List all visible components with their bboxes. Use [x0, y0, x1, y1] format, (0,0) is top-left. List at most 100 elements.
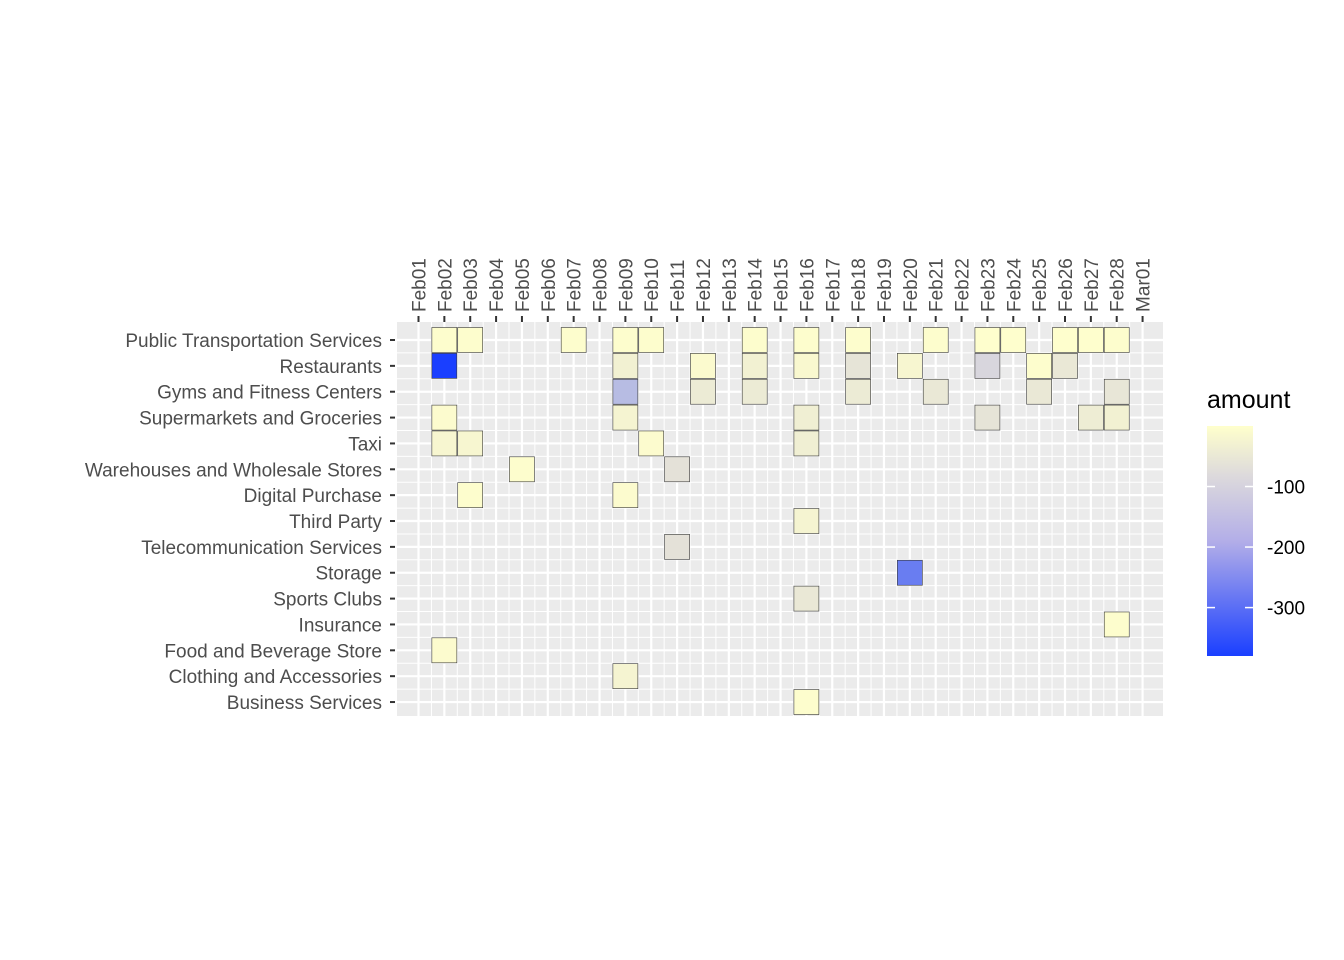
x-axis: Feb01 Feb02 Feb03 Feb04 Feb05 Feb06 Feb07 Feb08… — [410, 258, 1155, 322]
x-tick-label: Feb20 — [901, 258, 922, 312]
heatmap-cell — [664, 456, 690, 483]
heatmap-cell — [845, 378, 871, 405]
grid-lines — [397, 322, 1163, 716]
heatmap-cell — [612, 378, 639, 405]
heatmap-cell — [793, 689, 820, 715]
x-tick-label: Feb11 — [668, 260, 689, 312]
x-tick-label: Feb05 — [513, 258, 534, 312]
legend: amount -100 -200 -300 — [1207, 386, 1305, 656]
y-tick-label: Sports Clubs — [273, 590, 382, 611]
y-tick-label: Insurance — [299, 615, 382, 636]
legend-tick-label: -200 — [1267, 538, 1305, 559]
x-tick-label: Feb22 — [953, 258, 974, 312]
heatmap-cell — [922, 327, 949, 353]
heatmap-cell — [1000, 327, 1027, 353]
x-tick-label: Feb28 — [1108, 258, 1129, 312]
heatmap-cell — [845, 327, 871, 353]
x-tick-label: Feb17 — [823, 258, 844, 312]
heatmap-cell — [793, 585, 820, 612]
x-tick-label: Feb18 — [849, 258, 870, 312]
heatmap-cell — [1078, 327, 1104, 353]
heatmap-cell — [612, 663, 639, 689]
heatmap-cell — [741, 327, 768, 353]
heatmap-cell — [1103, 378, 1130, 405]
legend-colorbar — [1207, 426, 1253, 656]
y-tick-label: Storage — [315, 564, 382, 585]
x-tick-label: Feb01 — [410, 258, 431, 312]
heatmap-cell — [431, 353, 458, 379]
x-tick-label: Feb15 — [772, 258, 793, 312]
heatmap-cell — [612, 404, 639, 431]
y-tick-label: Warehouses and Wholesale Stores — [85, 460, 382, 481]
x-tick-label: Feb19 — [875, 258, 896, 312]
heatmap-cell — [612, 482, 639, 508]
heatmap-cell — [1052, 327, 1078, 353]
y-tick-label: Telecommunication Services — [141, 538, 382, 559]
heatmap-cell — [638, 430, 665, 457]
heatmap-cell — [741, 353, 768, 379]
heatmap-cell — [690, 353, 716, 379]
x-tick-label: Feb21 — [927, 258, 948, 312]
heatmap-cell — [1103, 327, 1130, 353]
legend-ticks: -100 -200 -300 — [1207, 478, 1305, 620]
x-tick-label: Feb04 — [487, 258, 508, 312]
x-tick-label: Feb27 — [1082, 258, 1103, 312]
x-tick-label: Feb07 — [565, 258, 586, 312]
heatmap-cell — [793, 404, 820, 431]
heatmap-cell — [845, 353, 871, 379]
x-tick-label: Feb24 — [1004, 258, 1025, 312]
x-tick-label: Feb06 — [539, 258, 560, 312]
heatmap-cell — [793, 430, 820, 457]
heatmap-cell — [974, 327, 1001, 353]
x-tick-label: Feb13 — [720, 258, 741, 312]
heatmap-cell — [638, 327, 665, 353]
heatmap-cell — [457, 482, 484, 508]
x-tick-label: Feb09 — [616, 258, 637, 312]
heatmap-cell — [1103, 404, 1130, 431]
heatmap-cell — [690, 378, 716, 405]
heatmap-cell — [664, 534, 690, 560]
y-tick-label: Gyms and Fitness Centers — [157, 383, 382, 404]
heatmap-cell — [741, 378, 768, 405]
legend-title: amount — [1207, 386, 1290, 414]
legend-tick-label: -300 — [1267, 599, 1305, 620]
y-tick-label: Third Party — [289, 512, 382, 533]
heatmap-cell — [509, 456, 535, 483]
y-tick-label: Digital Purchase — [244, 486, 382, 507]
y-tick-label: Public Transportation Services — [125, 331, 382, 352]
y-tick-label: Restaurants — [280, 357, 382, 378]
heatmap-cell — [922, 378, 949, 405]
heatmap-cell — [431, 430, 458, 457]
x-tick-label: Feb16 — [797, 258, 818, 312]
x-tick-label: Feb10 — [642, 258, 663, 312]
heatmap-cell — [793, 353, 820, 379]
heatmap-cell — [431, 404, 458, 431]
x-tick-label: Feb08 — [591, 258, 612, 312]
heatmap-cell — [1052, 353, 1078, 379]
x-tick-label: Feb02 — [435, 258, 456, 312]
x-tick-label: Mar01 — [1134, 258, 1155, 312]
heatmap-cell — [793, 327, 820, 353]
y-tick-label: Food and Beverage Store — [164, 641, 382, 662]
heatmap-cell — [793, 508, 820, 534]
heatmap-cell — [897, 353, 923, 379]
y-tick-label: Business Services — [227, 693, 382, 714]
heatmap-cell — [1103, 611, 1130, 638]
heatmap-cell — [1026, 378, 1052, 405]
heatmap-cell — [1026, 353, 1052, 379]
heatmap-cell — [431, 327, 458, 353]
heatmap-cell — [457, 327, 484, 353]
x-tick-label: Feb03 — [461, 258, 482, 312]
x-tick-label: Feb23 — [978, 258, 999, 312]
heatmap-cell — [1078, 404, 1104, 431]
y-tick-label: Supermarkets and Groceries — [139, 409, 382, 430]
y-tick-label: Taxi — [348, 434, 382, 455]
heatmap-cell — [974, 353, 1001, 379]
legend-tick-label: -100 — [1267, 478, 1305, 499]
heatmap-cell — [612, 353, 639, 379]
heatmap-cells — [431, 327, 1130, 715]
x-tick-label: Feb25 — [1030, 258, 1051, 312]
x-tick-label: Feb26 — [1056, 258, 1077, 312]
heatmap-cell — [612, 327, 639, 353]
